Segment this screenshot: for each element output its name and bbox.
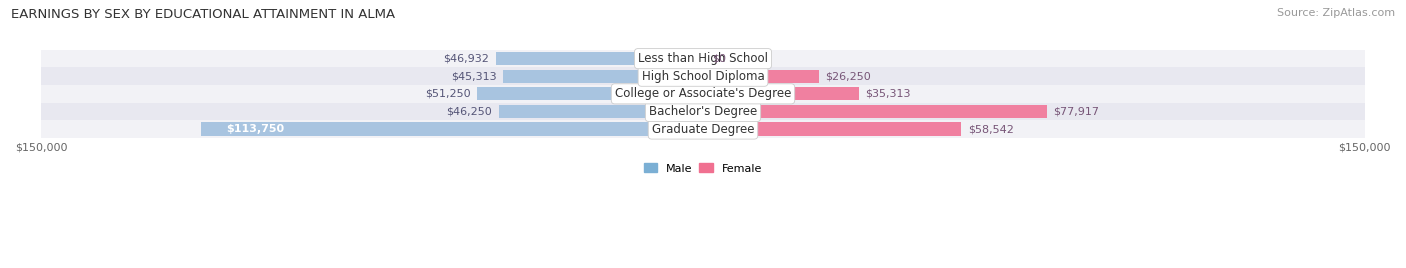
Bar bbox=[499, 105, 703, 118]
Text: $46,932: $46,932 bbox=[443, 54, 489, 64]
Bar bbox=[201, 122, 703, 136]
Bar bbox=[703, 105, 1046, 118]
Text: $0: $0 bbox=[711, 54, 725, 64]
Bar bbox=[703, 70, 818, 83]
Bar bbox=[41, 120, 1365, 138]
Text: College or Associate's Degree: College or Associate's Degree bbox=[614, 87, 792, 100]
Text: High School Diploma: High School Diploma bbox=[641, 70, 765, 83]
Bar bbox=[503, 70, 703, 83]
Bar bbox=[41, 103, 1365, 120]
Text: Graduate Degree: Graduate Degree bbox=[652, 122, 754, 136]
Bar bbox=[41, 68, 1365, 85]
Bar bbox=[703, 122, 962, 136]
Text: Less than High School: Less than High School bbox=[638, 52, 768, 65]
Text: Source: ZipAtlas.com: Source: ZipAtlas.com bbox=[1277, 8, 1395, 18]
Text: $46,250: $46,250 bbox=[447, 106, 492, 116]
Text: Bachelor's Degree: Bachelor's Degree bbox=[650, 105, 756, 118]
Bar bbox=[477, 87, 703, 100]
Text: $113,750: $113,750 bbox=[226, 124, 284, 134]
Text: EARNINGS BY SEX BY EDUCATIONAL ATTAINMENT IN ALMA: EARNINGS BY SEX BY EDUCATIONAL ATTAINMEN… bbox=[11, 8, 395, 21]
Legend: Male, Female: Male, Female bbox=[640, 159, 766, 178]
Text: $26,250: $26,250 bbox=[825, 71, 872, 81]
Text: $58,542: $58,542 bbox=[967, 124, 1014, 134]
Text: $77,917: $77,917 bbox=[1053, 106, 1099, 116]
Bar bbox=[703, 87, 859, 100]
Bar bbox=[41, 50, 1365, 68]
Bar bbox=[496, 52, 703, 65]
Text: $51,250: $51,250 bbox=[425, 89, 470, 99]
Text: $35,313: $35,313 bbox=[866, 89, 911, 99]
Bar bbox=[41, 85, 1365, 103]
Text: $45,313: $45,313 bbox=[451, 71, 496, 81]
